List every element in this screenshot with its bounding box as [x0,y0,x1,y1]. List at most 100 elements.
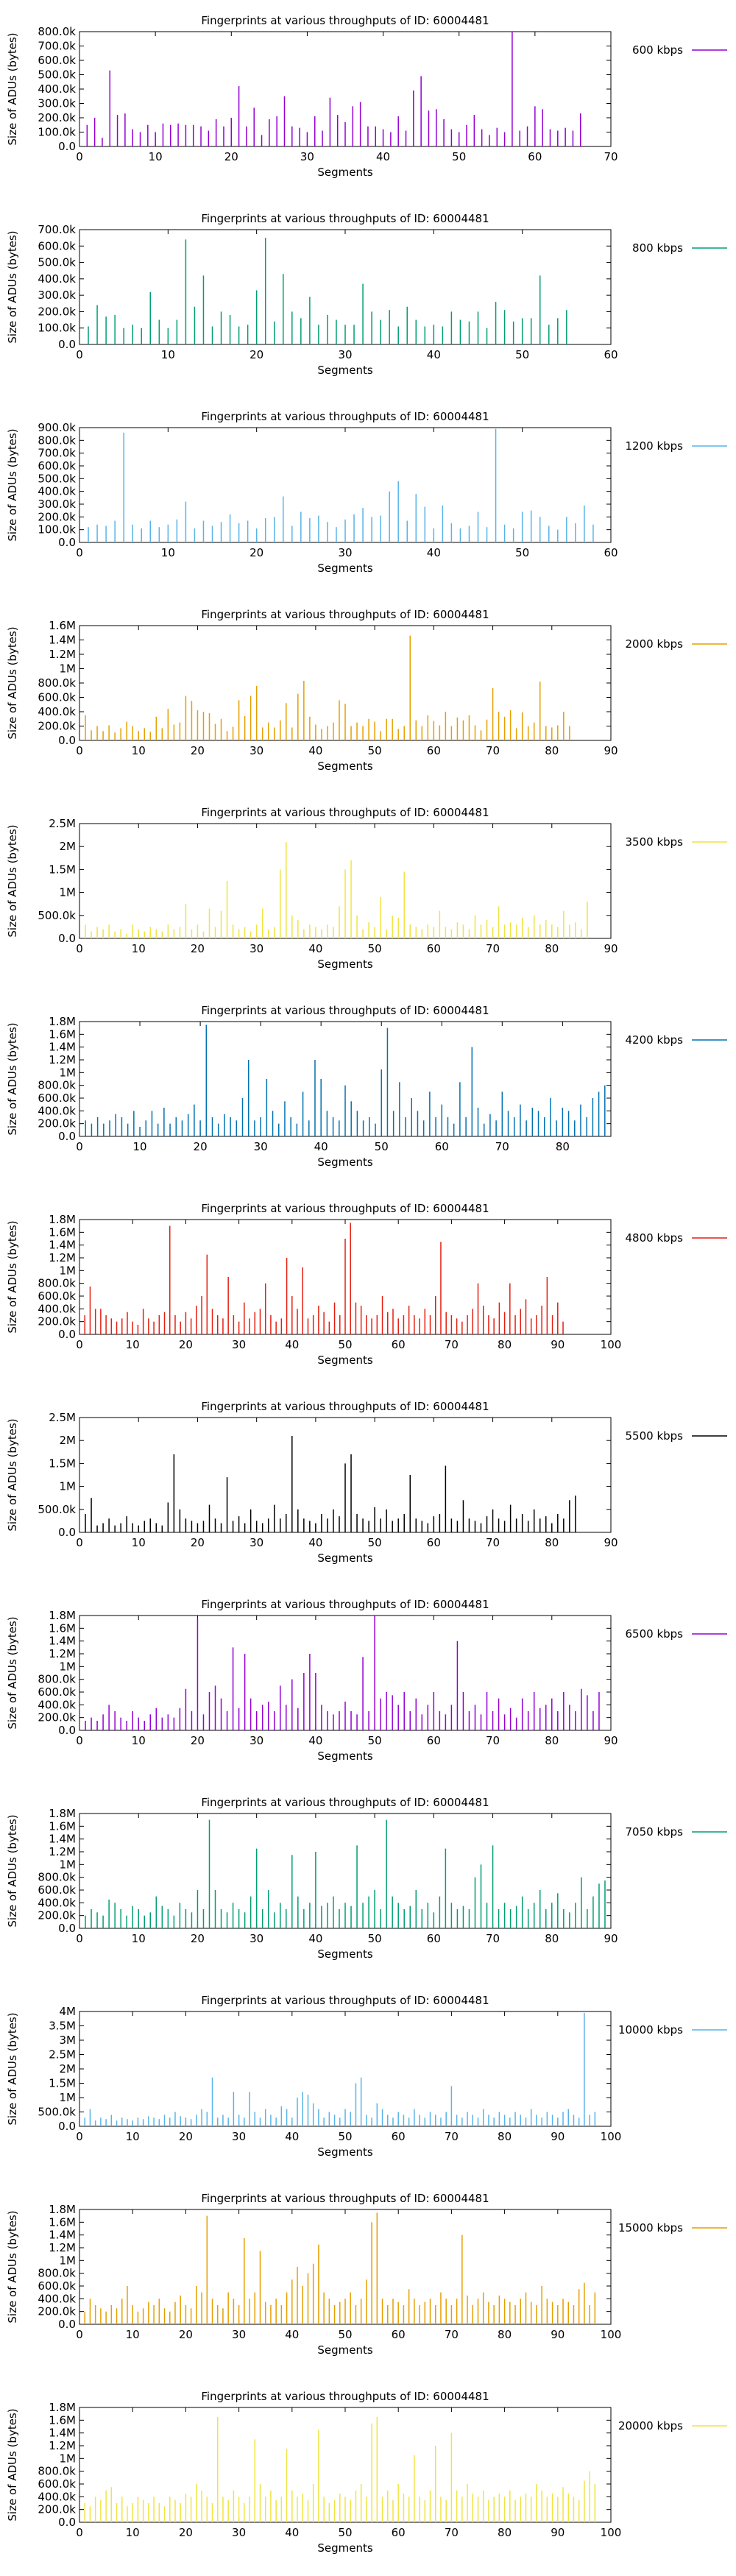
y-tick-label: 1.6M [49,1027,76,1041]
x-axis-label: Segments [317,1551,373,1565]
y-tick-label: 400.0k [38,485,76,498]
y-tick-label: 1.5M [49,1457,76,1470]
x-tick-label: 40 [308,744,322,757]
y-tick-label: 800.0k [38,434,76,447]
x-axis-label: Segments [317,2145,373,2159]
y-tick-label: 1.8M [49,1609,76,1622]
y-tick-label: 1.4M [49,1635,76,1648]
x-tick-label: 0 [76,2130,83,2143]
y-axis-label: Size of ADUs (bytes) [6,824,19,937]
y-tick-label: 700.0k [38,40,76,53]
x-axis-label: Segments [317,364,373,377]
y-tick-label: 1M [60,1264,77,1277]
x-tick-label: 10 [132,1140,146,1153]
y-tick-label: 200.0k [38,510,76,523]
x-tick-label: 70 [486,1536,500,1549]
y-tick-label: 0.0 [58,932,76,945]
y-tick-label: 1.2M [49,1251,76,1264]
y-tick-label: 500.0k [38,256,76,269]
y-tick-label: 900.0k [38,421,76,434]
y-tick-label: 1.6M [49,2413,76,2427]
y-tick-label: 1.5M [49,863,76,876]
x-tick-label: 30 [250,1932,263,1945]
x-tick-label: 100 [601,2130,622,2143]
legend-label: 6500 kbps [626,1627,684,1641]
y-tick-label: 500.0k [38,68,76,82]
x-tick-label: 60 [604,348,618,361]
x-tick-label: 10 [132,744,146,757]
y-tick-label: 1.4M [49,1239,76,1252]
x-tick-label: 20 [191,1932,205,1945]
legend-label: 600 kbps [632,43,683,57]
y-axis-label: Size of ADUs (bytes) [6,32,19,145]
x-tick-label: 60 [392,2328,406,2341]
chart-title: Fingerprints at various throughputs of I… [201,806,489,819]
y-tick-label: 400.0k [38,1302,76,1315]
y-axis-label: Size of ADUs (bytes) [6,1616,19,1729]
x-tick-label: 50 [515,546,529,559]
y-tick-label: 1.2M [49,2439,76,2452]
x-tick-label: 0 [76,1932,83,1945]
x-tick-label: 30 [338,348,352,361]
y-axis-label: Size of ADUs (bytes) [6,2012,19,2125]
legend-label: 20000 kbps [618,2419,683,2432]
y-tick-label: 1.4M [49,1041,76,1054]
y-tick-label: 0.0 [58,1922,76,1935]
x-tick-label: 80 [545,1932,559,1945]
y-tick-label: 1M [60,886,77,899]
legend-label: 10000 kbps [618,2023,683,2037]
y-tick-label: 1M [60,1660,77,1673]
x-tick-label: 20 [179,2130,193,2143]
y-tick-label: 400.0k [38,2490,76,2503]
y-tick-label: 600.0k [38,2477,76,2491]
y-tick-label: 500.0k [38,909,76,922]
x-tick-label: 60 [435,1140,449,1153]
x-tick-label: 0 [76,942,83,955]
x-tick-label: 50 [368,1734,382,1747]
x-tick-label: 30 [250,744,263,757]
y-tick-label: 0.0 [58,734,76,747]
x-tick-label: 90 [604,1932,618,1945]
y-tick-label: 1M [60,2091,77,2104]
x-tick-label: 20 [179,1338,193,1351]
x-tick-label: 0 [76,150,83,163]
y-tick-label: 200.0k [38,111,76,124]
y-tick-label: 1.8M [49,1807,76,1820]
x-tick-label: 50 [338,1338,352,1351]
x-tick-label: 50 [368,1536,382,1549]
y-tick-label: 0.0 [58,2318,76,2331]
x-tick-label: 20 [194,1140,208,1153]
x-tick-label: 70 [486,942,500,955]
x-tick-label: 20 [191,1536,205,1549]
y-tick-label: 100.0k [38,523,76,537]
x-tick-label: 70 [604,150,618,163]
x-tick-label: 0 [76,1338,83,1351]
y-tick-label: 700.0k [38,447,76,460]
x-tick-label: 50 [368,744,382,757]
x-tick-label: 60 [392,2130,406,2143]
chart-title: Fingerprints at various throughputs of I… [201,14,489,27]
chart-panel: Fingerprints at various throughputs of I… [6,410,727,575]
x-tick-label: 90 [604,1536,618,1549]
x-tick-label: 20 [250,546,263,559]
y-tick-label: 100.0k [38,126,76,139]
y-tick-label: 1.6M [49,1225,76,1239]
x-tick-label: 0 [76,348,83,361]
chart-title: Fingerprints at various throughputs of I… [201,410,489,423]
y-tick-label: 1.8M [49,1015,76,1028]
x-tick-label: 60 [427,1734,441,1747]
y-tick-label: 4M [60,2005,77,2018]
chart-panel: Fingerprints at various throughputs of I… [6,1400,727,1565]
y-tick-label: 2.5M [49,2048,76,2062]
chart-panel: Fingerprints at various throughputs of I… [6,1004,727,1169]
x-tick-label: 50 [338,2130,352,2143]
y-tick-label: 1.6M [49,619,76,632]
x-tick-label: 20 [191,1734,205,1747]
y-tick-label: 800.0k [38,676,76,690]
y-tick-label: 600.0k [38,1091,76,1105]
x-tick-label: 40 [285,2130,299,2143]
y-tick-label: 200.0k [38,1315,76,1328]
y-tick-label: 1.4M [49,634,76,647]
x-tick-label: 10 [161,546,175,559]
